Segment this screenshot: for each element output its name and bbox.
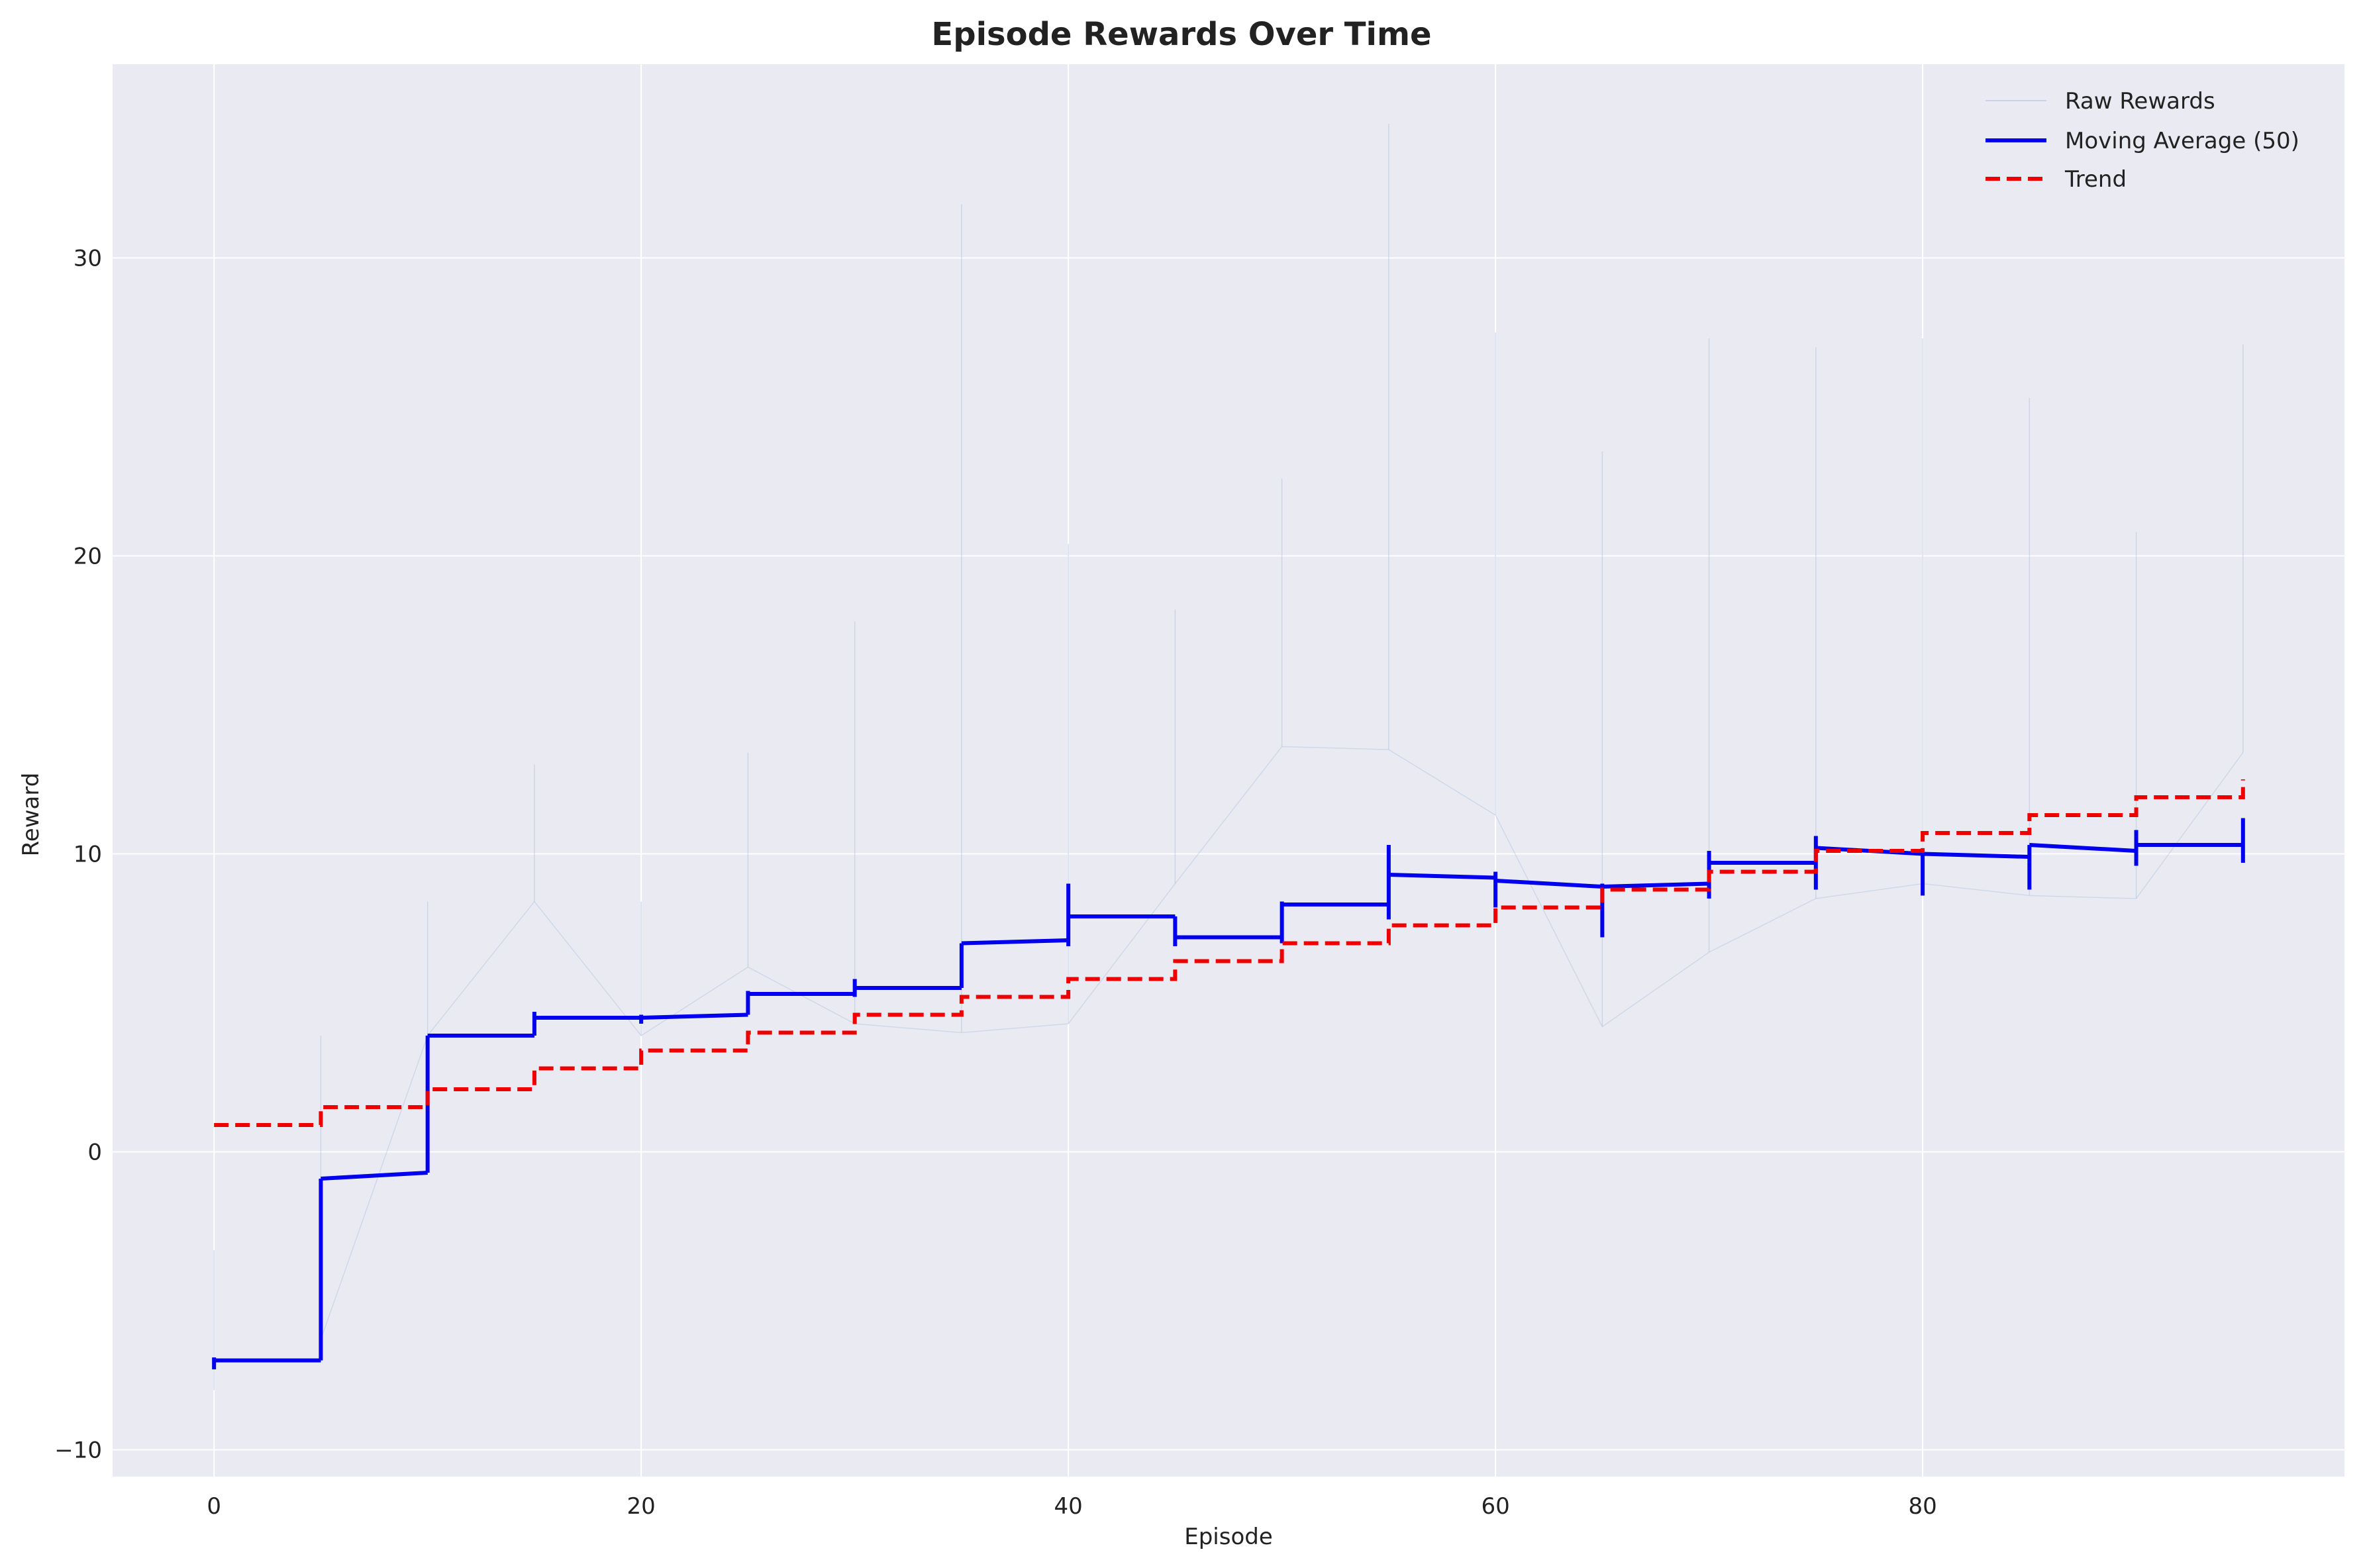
y-axis-label: Reward <box>18 773 44 857</box>
moving-average-segment <box>2029 843 2137 853</box>
moving-average-segment <box>1388 873 1496 880</box>
x-tick-label: 20 <box>627 1493 656 1520</box>
trend-line <box>214 779 2245 1127</box>
series-layer <box>212 124 2245 1391</box>
y-tick-label: 30 <box>74 246 102 272</box>
plot-area <box>113 64 2344 1477</box>
x-tick-label: 40 <box>1054 1493 1083 1520</box>
moving-average-segment <box>1495 879 1603 889</box>
moving-average-segment <box>321 1171 428 1181</box>
x-tick-label: 0 <box>207 1493 221 1520</box>
y-tick-label: 20 <box>74 544 102 570</box>
moving-average-segment <box>961 938 1069 946</box>
x-axis-label: Episode <box>1184 1524 1273 1550</box>
x-tick-label: 80 <box>1908 1493 1936 1520</box>
legend-label-raw-rewards: Raw Rewards <box>2065 88 2215 115</box>
y-tick-label: −10 <box>54 1438 102 1464</box>
x-tick-label: 60 <box>1481 1493 1509 1520</box>
legend-label-moving-average: Moving Average (50) <box>2065 128 2299 154</box>
moving-average-segment <box>1602 881 1709 889</box>
legend-label-trend: Trend <box>2064 166 2127 193</box>
tick-layer: 0 20 40 60 80 −10 0 10 20 30 <box>54 246 1936 1520</box>
moving-average-segment <box>641 1012 748 1020</box>
moving-average-segment <box>1923 852 2030 859</box>
chart-title: Episode Rewards Over Time <box>931 16 1431 53</box>
y-tick-label: 10 <box>74 842 102 868</box>
y-tick-label: 0 <box>87 1140 102 1166</box>
legend: Raw Rewards Moving Average (50) Trend <box>1986 88 2299 193</box>
